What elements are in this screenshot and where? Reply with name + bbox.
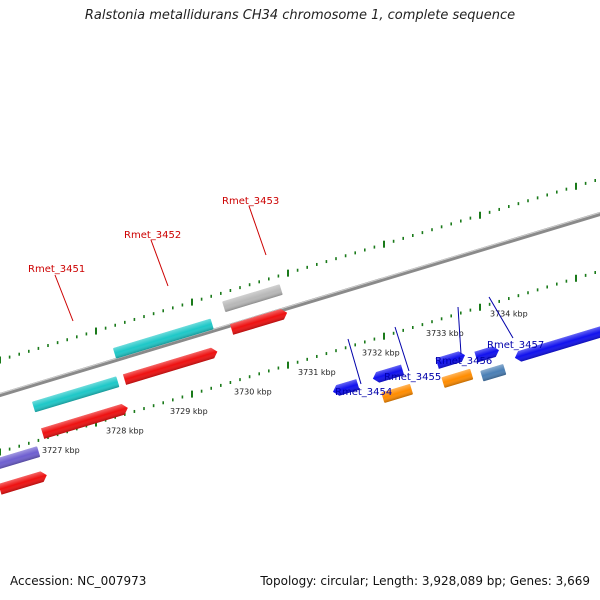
- scale-label: 3734 kbp: [490, 310, 528, 319]
- label-rmet-3454[interactable]: Rmet_3454: [335, 387, 392, 398]
- gene-rmet-3455-orange[interactable]: [381, 384, 413, 403]
- chromosome-backbone: [0, 211, 600, 398]
- gene-rmet-3457-steel[interactable]: [480, 364, 507, 382]
- label-rmet-3456[interactable]: Rmet_3456: [435, 356, 492, 367]
- gene-rmet-3453-red[interactable]: [230, 307, 289, 335]
- label-rmet-3453[interactable]: Rmet_3453: [222, 196, 279, 207]
- leader-rmet-3456: [457, 306, 462, 355]
- gene-rmet-3452-cyan[interactable]: [113, 318, 214, 359]
- scale-labels: 3727 kbp 3728 kbp 3729 kbp 3730 kbp 3731 kbp…: [42, 310, 528, 456]
- upper-tick-track: [0, 178, 597, 364]
- scale-label: 3733 kbp: [426, 329, 464, 338]
- lower-tick-track: [0, 270, 597, 456]
- scale-label: 3730 kbp: [234, 388, 272, 397]
- leader-rmet-3452: [150, 239, 169, 287]
- accession-text: Accession: NC_007973: [10, 574, 147, 588]
- sequence-summary: Topology: circular; Length: 3,928,089 bp…: [260, 574, 590, 588]
- gene-purple-upper[interactable]: [0, 446, 40, 470]
- scale-label: 3727 kbp: [42, 446, 80, 455]
- gene-rmet-3451-red[interactable]: [41, 403, 129, 439]
- gene-rmet-3451-cyan[interactable]: [32, 376, 120, 413]
- leader-rmet-3454: [347, 338, 362, 385]
- gene-rmet-3453-grey[interactable]: [222, 284, 283, 312]
- gene-rmet-3454[interactable]: [331, 379, 360, 397]
- gene-red-left[interactable]: [0, 470, 48, 495]
- scale-label: 3728 kbp: [106, 427, 144, 436]
- label-rmet-3457[interactable]: Rmet_3457: [487, 340, 544, 351]
- label-rmet-3455[interactable]: Rmet_3455: [384, 372, 441, 383]
- gene-blue-long-right[interactable]: [513, 320, 600, 364]
- scale-label: 3731 kbp: [298, 368, 336, 377]
- map-title: Ralstonia metallidurans CH34 chromosome …: [84, 8, 516, 23]
- gene-blue-3457-upper[interactable]: [474, 345, 500, 363]
- scale-label: 3732 kbp: [362, 349, 400, 358]
- gene-rmet-3455-blue[interactable]: [371, 364, 405, 384]
- label-rmet-3452[interactable]: Rmet_3452: [124, 230, 181, 241]
- leader-rmet-3451: [54, 274, 74, 322]
- leader-rmet-3455: [394, 326, 410, 372]
- gene-rmet-3452-red[interactable]: [122, 346, 219, 385]
- gene-blue-3456-upper[interactable]: [435, 350, 467, 369]
- gene-rmet-3456-orange[interactable]: [441, 369, 474, 388]
- leader-rmet-3453: [248, 205, 267, 256]
- label-rmet-3451[interactable]: Rmet_3451: [28, 264, 85, 275]
- chromosome-backbone-highlight: [0, 212, 600, 395]
- scale-label: 3729 kbp: [170, 407, 208, 416]
- leader-rmet-3457: [488, 296, 514, 339]
